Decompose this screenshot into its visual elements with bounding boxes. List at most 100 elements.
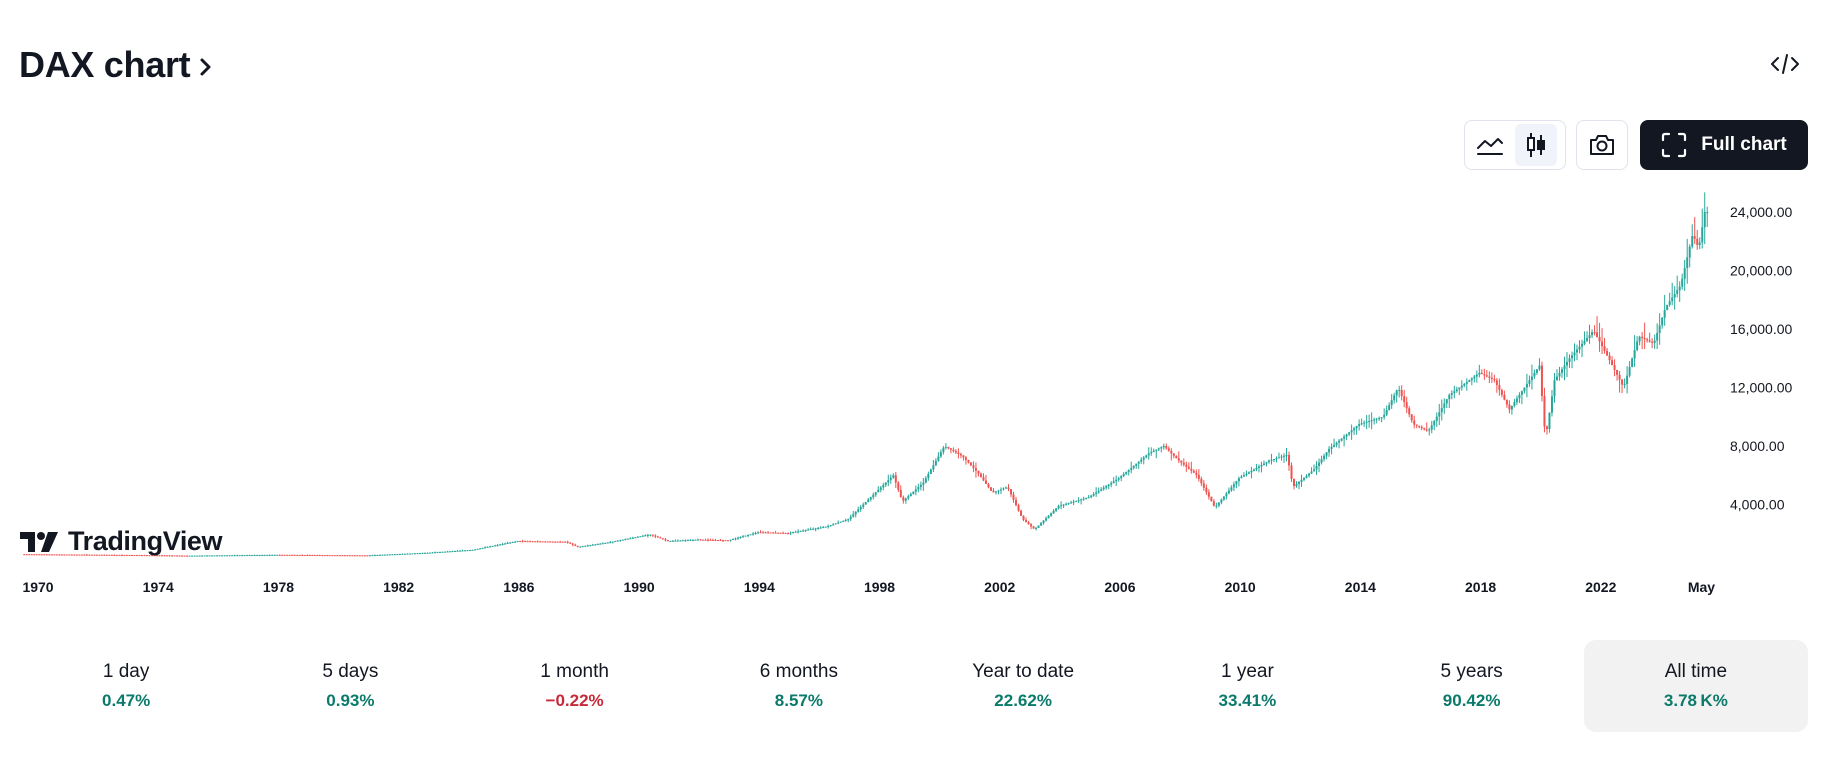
candle-body bbox=[631, 537, 634, 539]
tradingview-logo[interactable]: TradingView bbox=[20, 526, 223, 557]
candle-body bbox=[113, 554, 116, 556]
candle-body bbox=[221, 555, 224, 557]
candle-body bbox=[333, 555, 336, 557]
period-6-months[interactable]: 6 months 8.57% bbox=[687, 640, 911, 732]
candle-body bbox=[318, 555, 321, 557]
candle-body bbox=[494, 545, 497, 547]
candle-body bbox=[506, 543, 509, 545]
candle-body bbox=[1475, 374, 1478, 377]
price-chart[interactable]: 4,000.00 8,000.00 12,000.00 16,000.00 20,000… bbox=[0, 190, 1824, 610]
period-change: 8.57% bbox=[774, 691, 823, 710]
period-all-time[interactable]: All time 3.78 K% bbox=[1583, 640, 1808, 732]
snapshot-button[interactable] bbox=[1581, 124, 1623, 166]
full-chart-button[interactable]: Full chart bbox=[1640, 120, 1808, 170]
candle-body bbox=[1010, 489, 1013, 495]
candle-body bbox=[694, 539, 697, 541]
period-label: 1 month bbox=[540, 661, 609, 682]
candle-body bbox=[80, 554, 83, 556]
candle-body bbox=[90, 554, 93, 556]
candle-body bbox=[1593, 332, 1596, 334]
candle-body bbox=[161, 555, 164, 557]
embed-code-button[interactable] bbox=[1766, 48, 1804, 80]
candle-body bbox=[266, 554, 269, 556]
candle-body bbox=[907, 496, 910, 499]
candle-body bbox=[168, 555, 171, 557]
candle-body bbox=[459, 550, 462, 552]
candle-body bbox=[1032, 526, 1035, 529]
candle-body bbox=[526, 541, 529, 543]
candle-body bbox=[1150, 452, 1153, 454]
candle-body bbox=[1145, 455, 1148, 458]
candle-body bbox=[807, 529, 810, 531]
candle-body bbox=[596, 543, 599, 545]
candle-body bbox=[1117, 478, 1120, 480]
candle-body bbox=[997, 490, 1000, 492]
candle-body bbox=[1368, 421, 1371, 423]
candle-body bbox=[271, 554, 274, 556]
period-1-day[interactable]: 1 day 0.47% bbox=[14, 640, 238, 732]
candle-body bbox=[95, 554, 98, 556]
period-5-days[interactable]: 5 days 0.93% bbox=[238, 640, 462, 732]
candle-body bbox=[989, 487, 992, 491]
candle-body bbox=[556, 541, 559, 543]
candle-body bbox=[842, 520, 845, 522]
candle-body bbox=[1413, 420, 1416, 425]
page-title[interactable]: DAX chart bbox=[19, 44, 216, 86]
candle-body bbox=[732, 538, 735, 540]
candle-body bbox=[934, 460, 937, 466]
candle-body bbox=[619, 540, 622, 542]
candle-body bbox=[1235, 481, 1238, 485]
candle-body bbox=[1553, 380, 1556, 397]
candle-body bbox=[108, 554, 111, 556]
candle-body bbox=[764, 532, 767, 534]
candle-body bbox=[1147, 453, 1150, 456]
candle-body bbox=[201, 555, 204, 557]
candle-body bbox=[1177, 458, 1180, 461]
candle-body bbox=[1375, 418, 1378, 420]
candle-body bbox=[549, 541, 552, 543]
candle-body bbox=[1623, 384, 1626, 386]
candle-body bbox=[1207, 492, 1210, 497]
candle-body bbox=[1097, 490, 1100, 493]
candle-body bbox=[854, 511, 857, 515]
candle-body bbox=[1062, 504, 1065, 506]
candle-body bbox=[1085, 497, 1088, 499]
candle-body bbox=[929, 469, 932, 474]
candle-body bbox=[727, 540, 730, 542]
candle-body bbox=[1678, 286, 1681, 291]
candlestick-chart-button[interactable] bbox=[1515, 124, 1557, 166]
candle-body bbox=[824, 526, 827, 528]
candle-body bbox=[706, 539, 709, 541]
period-1-year[interactable]: 1 year 33.41% bbox=[1135, 640, 1359, 732]
period-5-years[interactable]: 5 years 90.42% bbox=[1360, 640, 1584, 732]
candle-body bbox=[779, 532, 782, 534]
x-tick-label: 1994 bbox=[744, 579, 775, 595]
candle-body bbox=[874, 492, 877, 495]
candle-body bbox=[1285, 454, 1288, 456]
candle-body bbox=[40, 554, 43, 556]
candle-body bbox=[123, 554, 126, 556]
candle-body bbox=[1217, 502, 1220, 506]
candle-body bbox=[1210, 496, 1213, 502]
line-chart-button[interactable] bbox=[1469, 124, 1511, 166]
period-year-to-date[interactable]: Year to date 22.62% bbox=[911, 640, 1135, 732]
candle-body bbox=[1353, 428, 1356, 431]
candle-body bbox=[599, 543, 602, 545]
candle-body bbox=[1222, 496, 1225, 500]
candle-body bbox=[1052, 510, 1055, 514]
candle-body bbox=[714, 539, 717, 541]
candle-body bbox=[1232, 484, 1235, 488]
candle-body bbox=[676, 540, 679, 542]
candle-body bbox=[1646, 339, 1649, 341]
candle-body bbox=[1373, 419, 1376, 421]
candle-body bbox=[777, 532, 780, 534]
period-1-month[interactable]: 1 month −0.22% bbox=[463, 640, 687, 732]
candle-body bbox=[621, 539, 624, 541]
candle-body bbox=[153, 555, 156, 557]
x-tick-label: 1970 bbox=[22, 579, 53, 595]
candle-body bbox=[248, 555, 251, 557]
candle-body bbox=[1338, 440, 1341, 443]
candle-body bbox=[228, 555, 231, 557]
candle-body bbox=[1120, 476, 1123, 479]
candle-body bbox=[433, 552, 436, 554]
